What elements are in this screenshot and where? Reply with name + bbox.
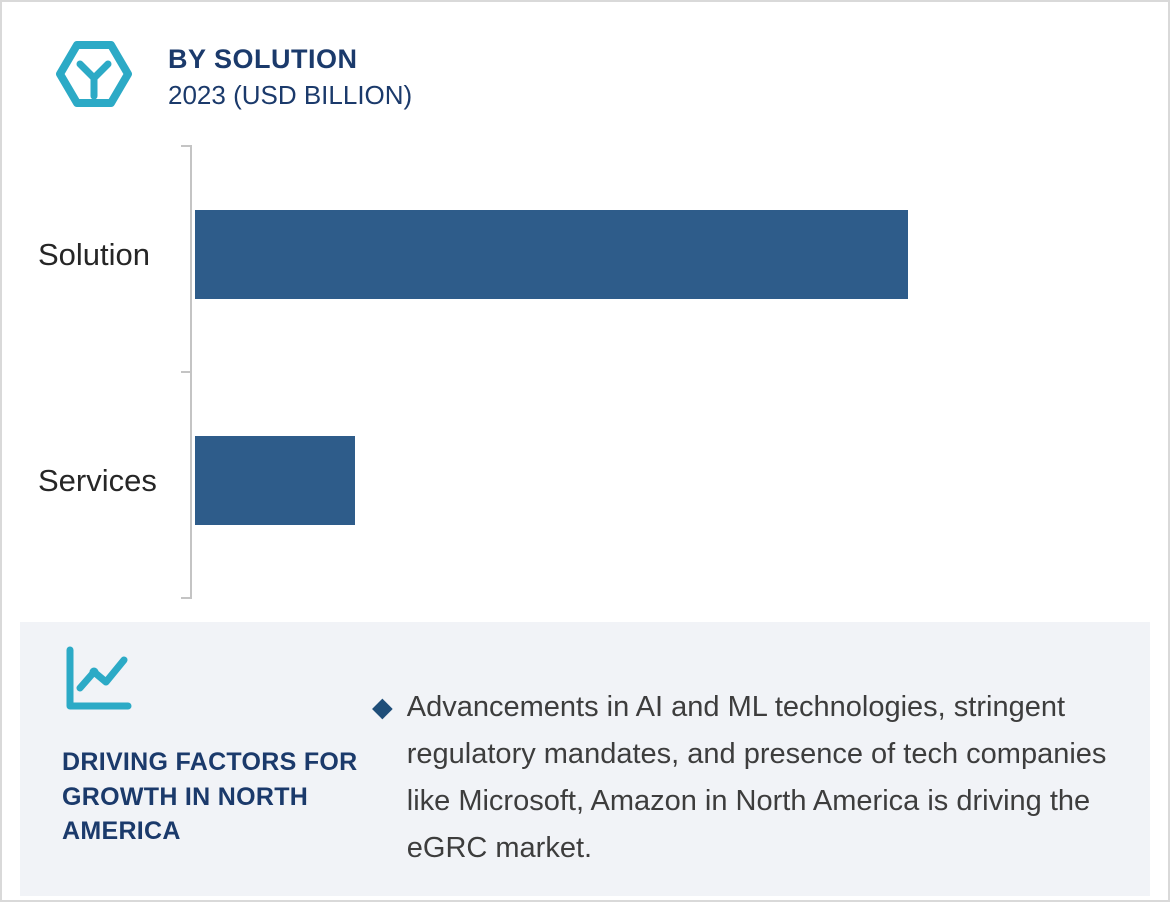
y-axis-line <box>181 145 192 599</box>
axis-tick <box>181 145 190 147</box>
bar-solution <box>195 210 908 299</box>
driving-factors-bullet: ◆ Advancements in AI and ML technologies… <box>372 684 1144 872</box>
axis-tick <box>181 371 190 373</box>
bar-row-solution: Solution <box>2 210 1168 299</box>
trend-line-chart-icon <box>66 646 132 710</box>
bar-label-solution: Solution <box>38 236 151 272</box>
hexagon-y-icon <box>56 41 132 107</box>
driving-factors-panel: DRIVING FACTORS FOR GROWTH IN NORTH AMER… <box>20 622 1150 896</box>
bar-label-services: Services <box>38 462 157 498</box>
bar-row-services: Services <box>2 436 1168 525</box>
axis-tick <box>181 597 190 599</box>
diamond-bullet-icon: ◆ <box>372 692 393 722</box>
bar-chart: Solution Services <box>2 145 1168 599</box>
driving-factors-text: Advancements in AI and ML technologies, … <box>406 691 1107 864</box>
chart-title: BY SOLUTION <box>168 44 358 74</box>
chart-subtitle: 2023 (USD BILLION) <box>168 80 413 110</box>
bar-services <box>195 436 355 525</box>
driving-factors-left-column: DRIVING FACTORS FOR GROWTH IN NORTH AMER… <box>62 644 362 849</box>
driving-factors-heading: DRIVING FACTORS FOR GROWTH IN NORTH AMER… <box>62 748 358 845</box>
chart-header: BY SOLUTION 2023 (USD BILLION) <box>56 38 412 111</box>
chart-title-block: BY SOLUTION 2023 (USD BILLION) <box>168 38 412 111</box>
